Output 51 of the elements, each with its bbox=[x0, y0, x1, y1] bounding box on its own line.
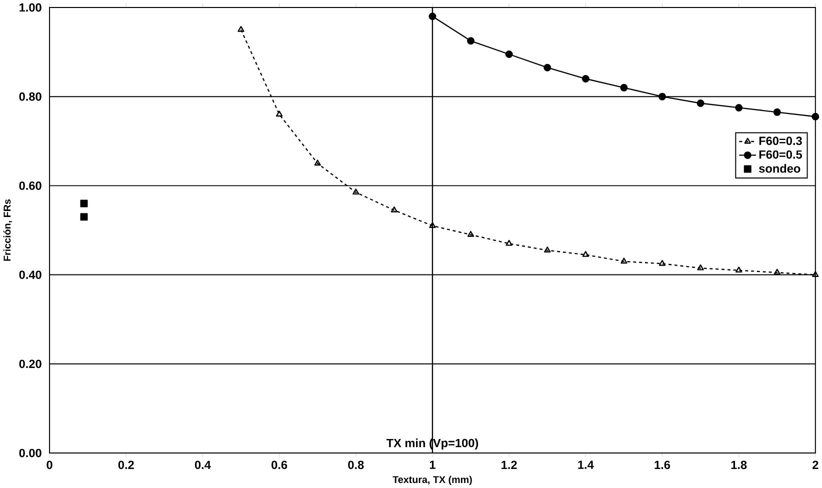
x-tick-label: 0.2 bbox=[118, 460, 134, 469]
point bbox=[544, 246, 551, 252]
x-tick-label: 1.6 bbox=[654, 460, 670, 469]
point bbox=[582, 74, 590, 82]
legend-label: F60=0.5 bbox=[759, 150, 802, 159]
x-tick-label: 1.8 bbox=[731, 460, 747, 469]
point bbox=[658, 92, 666, 100]
point bbox=[620, 84, 628, 92]
point bbox=[80, 212, 88, 220]
x-tick-label: 1.2 bbox=[502, 460, 517, 469]
point bbox=[696, 99, 704, 107]
x-tick-label: 0.6 bbox=[272, 460, 288, 469]
point bbox=[428, 12, 436, 20]
point bbox=[773, 108, 781, 116]
x-axis-title: Textura, TX (mm) bbox=[392, 476, 472, 485]
point bbox=[812, 112, 820, 120]
point bbox=[467, 36, 475, 44]
x-tick-label: 0 bbox=[46, 460, 52, 469]
y-tick-label: 0.20 bbox=[19, 360, 42, 368]
point bbox=[467, 230, 474, 237]
y-tick-label: 0.40 bbox=[19, 270, 42, 279]
point bbox=[352, 188, 360, 194]
y-axis-title: Fricción, FRs bbox=[3, 199, 12, 261]
point bbox=[697, 264, 704, 270]
point bbox=[544, 64, 552, 72]
point bbox=[582, 250, 589, 257]
point bbox=[505, 50, 513, 58]
x-tick-label: 2 bbox=[812, 460, 818, 469]
x-tick-label: 0.4 bbox=[194, 460, 211, 469]
point bbox=[620, 258, 628, 264]
y-tick-label: 0.80 bbox=[19, 92, 42, 101]
point bbox=[812, 270, 819, 277]
point bbox=[506, 240, 512, 246]
point bbox=[80, 200, 88, 208]
point bbox=[429, 222, 436, 228]
point bbox=[735, 104, 743, 112]
point bbox=[238, 26, 244, 32]
point bbox=[276, 110, 283, 116]
point bbox=[390, 206, 398, 212]
x-tick-label: 1 bbox=[430, 460, 436, 469]
x-tick-label: 0.8 bbox=[348, 460, 364, 469]
legend-label: sondeo bbox=[759, 164, 800, 173]
x-tick-label: 1.4 bbox=[578, 460, 594, 469]
point bbox=[658, 260, 666, 266]
legend-label: F60=0.3 bbox=[759, 136, 802, 145]
y-tick-label: 0.60 bbox=[19, 181, 42, 190]
y-tick-label: 0.00 bbox=[19, 448, 42, 458]
y-tick-label: 1.00 bbox=[20, 3, 42, 12]
point bbox=[314, 160, 321, 166]
point bbox=[736, 266, 742, 272]
point bbox=[774, 268, 780, 275]
